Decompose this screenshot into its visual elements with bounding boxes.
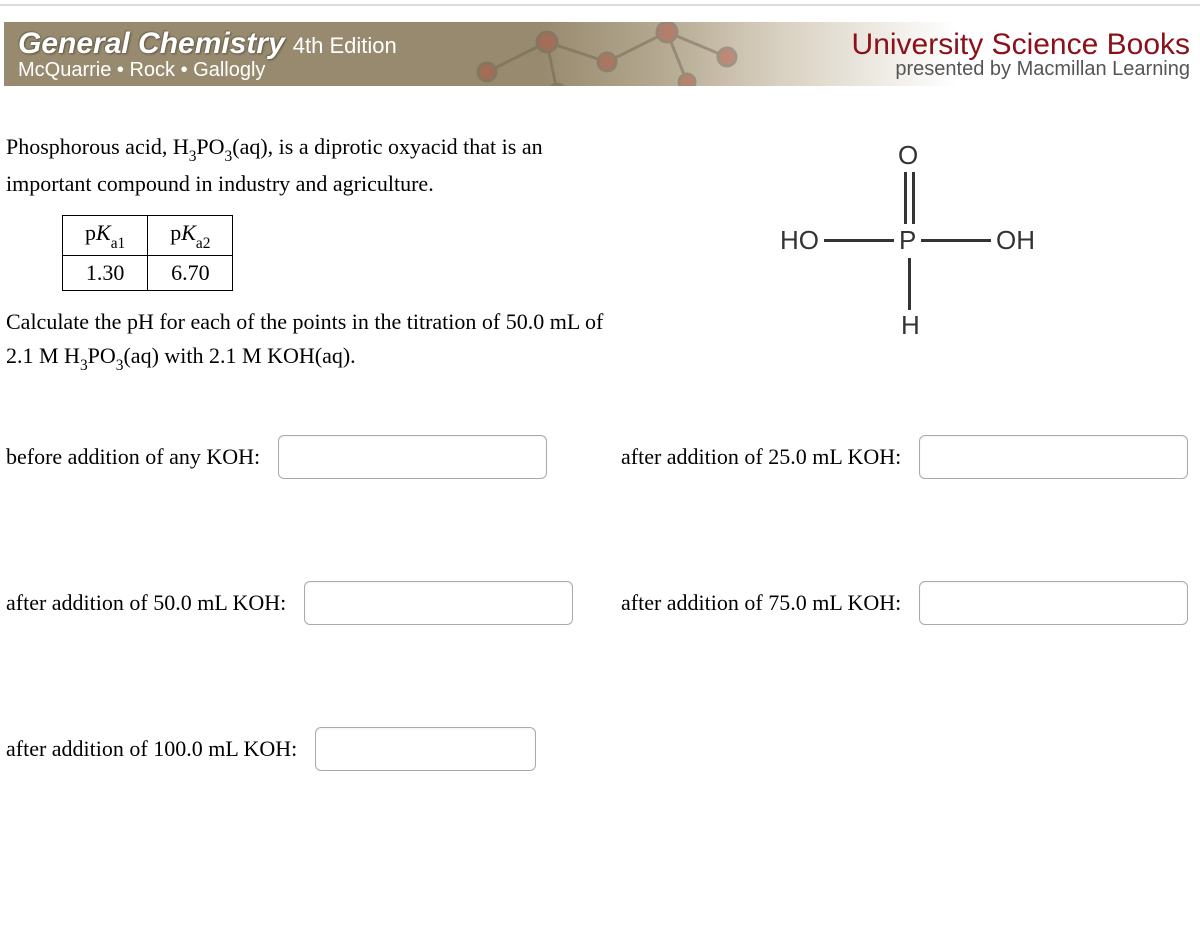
publisher-sub: presented by Macmillan Learning: [852, 58, 1190, 81]
textbook-authors: McQuarrie • Rock • Gallogly: [18, 59, 397, 82]
q2-label: after addition of 25.0 mL KOH:: [621, 444, 901, 470]
molecular-structure: O P HO OH H: [780, 140, 1040, 350]
q5-label: after addition of 100.0 mL KOH:: [6, 736, 297, 762]
problem-calculate: Calculate the pH for each of the points …: [6, 305, 626, 376]
pka2-value: 6.70: [148, 255, 233, 290]
atom-p: P: [899, 225, 916, 256]
textbook-edition: 4th Edition: [293, 33, 397, 59]
q3-input[interactable]: [304, 581, 573, 625]
pka2-header: pKa2: [148, 216, 233, 255]
pka-table: pKa1 pKa2 1.30 6.70: [62, 215, 233, 290]
bond-left: [824, 239, 894, 242]
double-bond-2: [912, 172, 915, 224]
q3-label: after addition of 50.0 mL KOH:: [6, 590, 286, 616]
q5-input[interactable]: [315, 727, 536, 771]
pka1-value: 1.30: [63, 255, 148, 290]
pka1-header: pKa1: [63, 216, 148, 255]
double-bond-1: [904, 172, 907, 224]
q1-input[interactable]: [278, 435, 547, 479]
atom-ho-left: HO: [780, 225, 819, 256]
atom-o-top: O: [898, 140, 918, 171]
atom-h-bottom: H: [901, 310, 920, 341]
banner-left: General Chemistry 4th Edition McQuarrie …: [18, 27, 397, 82]
atom-oh-right: OH: [996, 225, 1035, 256]
textbook-banner: General Chemistry 4th Edition McQuarrie …: [4, 22, 1196, 86]
q4-label: after addition of 75.0 mL KOH:: [621, 590, 901, 616]
banner-right: University Science Books presented by Ma…: [852, 28, 1190, 81]
problem-text-area: Phosphorous acid, H3PO3(aq), is a diprot…: [6, 130, 626, 376]
q4-input[interactable]: [919, 581, 1188, 625]
bond-bottom: [908, 258, 911, 310]
answer-grid: before addition of any KOH: after additi…: [6, 435, 1194, 873]
textbook-title: General Chemistry: [18, 27, 285, 61]
q2-input[interactable]: [919, 435, 1188, 479]
top-rule: [0, 4, 1200, 6]
q1-label: before addition of any KOH:: [6, 444, 260, 470]
molecule-decoration: [457, 22, 797, 86]
bond-right: [921, 239, 991, 242]
problem-intro: Phosphorous acid, H3PO3(aq), is a diprot…: [6, 130, 626, 201]
publisher-title: University Science Books: [852, 28, 1190, 62]
